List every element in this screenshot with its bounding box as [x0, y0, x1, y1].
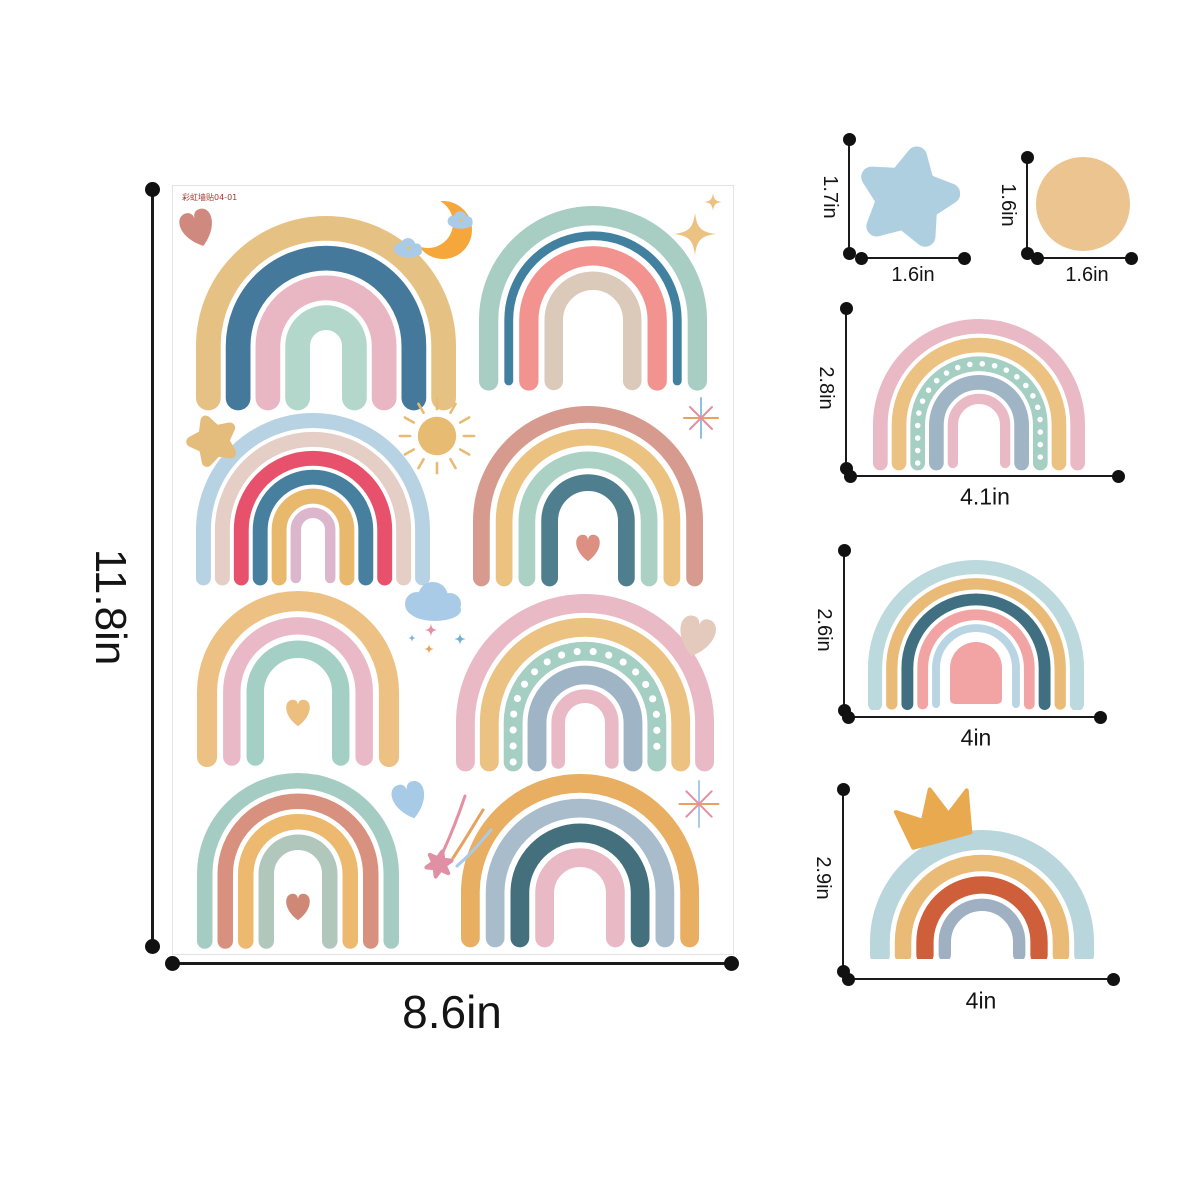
dimension-line-star-width: [861, 257, 964, 259]
dimension-label-circle-width: 1.6in: [1065, 264, 1109, 286]
dimension-endpoint-dot: [144, 938, 160, 954]
sparkle-lines-icon: [678, 780, 720, 828]
dimension-endpoint-dot: [723, 955, 739, 971]
dimension-endpoint-dot: [1111, 469, 1125, 483]
heart-icon: [286, 699, 310, 727]
cloud-icon: [447, 211, 473, 229]
dimension-endpoint-dot: [1124, 251, 1138, 265]
heart-icon: [576, 534, 600, 562]
cloud-icon: [394, 238, 422, 258]
dimension-endpoint-dot: [841, 710, 855, 724]
sparkle-icon: [424, 623, 438, 637]
sticker-sheet: 彩虹墙贴04-01: [172, 185, 734, 955]
heart-icon: [286, 893, 310, 921]
sparkle-icon: [424, 644, 434, 654]
dimension-endpoint-dot: [144, 181, 160, 197]
dimension-line-rainbow1-width: [850, 475, 1118, 477]
sparkle-icon: [674, 213, 716, 255]
dimension-endpoint-dot: [1020, 150, 1034, 164]
crown-icon: [893, 787, 973, 850]
rainbow-sticker-5: [197, 591, 399, 768]
dimension-label-rainbow1-height: 2.8in: [815, 366, 837, 410]
dimension-label-rainbow1-width: 4.1in: [960, 483, 1010, 510]
rainbow-size-sample-1: [872, 319, 1086, 471]
dimension-endpoint-dot: [843, 469, 857, 483]
dimension-line-rainbow2-width: [848, 716, 1100, 718]
rainbow-size-sample-2: [868, 560, 1084, 710]
sparkle-icon: [704, 193, 722, 211]
cloud-icon: [447, 211, 473, 229]
star-size-sample: [861, 146, 960, 247]
rainbow-sample-3: [870, 787, 1094, 959]
rainbow-sample-2: [868, 560, 1084, 710]
dimension-label-star-height: 1.7in: [819, 175, 841, 219]
dimension-label-rainbow2-width: 4in: [960, 724, 992, 751]
rainbow-sticker-7: [197, 773, 399, 949]
shooting-star-icon: [424, 794, 493, 879]
dimension-line-circle-width: [1037, 257, 1131, 259]
rainbow-sticker-1: [196, 216, 456, 411]
dimension-line-rainbow1-height: [845, 308, 847, 468]
dimension-line-rainbow3-height: [842, 789, 844, 971]
rainbow-sample-1: [872, 319, 1086, 471]
rainbow-sticker-4: [473, 406, 703, 587]
heart-icon: [680, 615, 716, 657]
dimension-label-rainbow2-height: 2.6in: [813, 608, 835, 652]
dimension-endpoint-dot: [1030, 251, 1044, 265]
rainbow-sticker-2: [479, 206, 707, 391]
dimension-endpoint-dot: [837, 543, 851, 557]
dimension-line-rainbow2-height: [843, 550, 845, 710]
dimension-label-rainbow3-height: 2.9in: [812, 856, 834, 900]
dimension-line-circle-height: [1026, 157, 1028, 253]
dimension-endpoint-dot: [842, 246, 856, 260]
dimension-line-sheet-width: [172, 961, 731, 965]
sheet-artwork: [179, 193, 722, 949]
rainbow-size-sample-3: [870, 787, 1094, 959]
sparkle-icon: [408, 634, 416, 642]
dimension-endpoint-dot: [957, 251, 971, 265]
dimension-endpoint-dot: [1093, 710, 1107, 724]
star-icon: [186, 415, 237, 467]
sparkle-lines-icon: [683, 397, 719, 439]
dimension-line-star-height: [848, 139, 850, 253]
dimension-label-circle-height: 1.6in: [997, 183, 1019, 227]
dimension-endpoint-dot: [164, 955, 180, 971]
moon-and-clouds-icon: [394, 198, 473, 259]
heart-icon: [391, 781, 425, 819]
dimension-endpoint-dot: [1106, 972, 1120, 986]
circle-size-sample: [1036, 157, 1130, 251]
rainbow-sticker-3: [195, 413, 431, 586]
dimension-endpoint-dot: [839, 301, 853, 315]
dimension-endpoint-dot: [841, 972, 855, 986]
cloud-icon: [394, 238, 422, 258]
rainbow-sticker-8: [461, 774, 699, 948]
dimension-endpoint-dot: [854, 251, 868, 265]
dimension-label-sheet-width: 8.6in: [402, 986, 502, 1038]
rainbow-sticker-6: [456, 594, 714, 772]
circle-sticker: [1036, 157, 1130, 251]
dimension-endpoint-dot: [1020, 246, 1034, 260]
sparkle-icon: [457, 217, 465, 224]
dimension-label-star-width: 1.6in: [891, 264, 935, 286]
sparkle-icon: [405, 244, 413, 252]
dimension-label-sheet-height: 11.8in: [86, 548, 135, 666]
star-icon: [861, 146, 960, 247]
sheet-code-label: 彩虹墙贴04-01: [182, 193, 238, 202]
heart-icon: [179, 208, 212, 246]
sun-icon: [398, 397, 476, 475]
cloud-with-stars-icon: [405, 582, 466, 654]
dimension-endpoint-dot: [842, 132, 856, 146]
dimension-line-sheet-height: [150, 189, 154, 946]
dimension-line-rainbow3-width: [848, 978, 1113, 980]
dimension-label-rainbow3-width: 4in: [965, 987, 997, 1014]
cloud-icon: [405, 582, 461, 621]
dimension-endpoint-dot: [836, 782, 850, 796]
sparkle-icon: [454, 633, 466, 645]
